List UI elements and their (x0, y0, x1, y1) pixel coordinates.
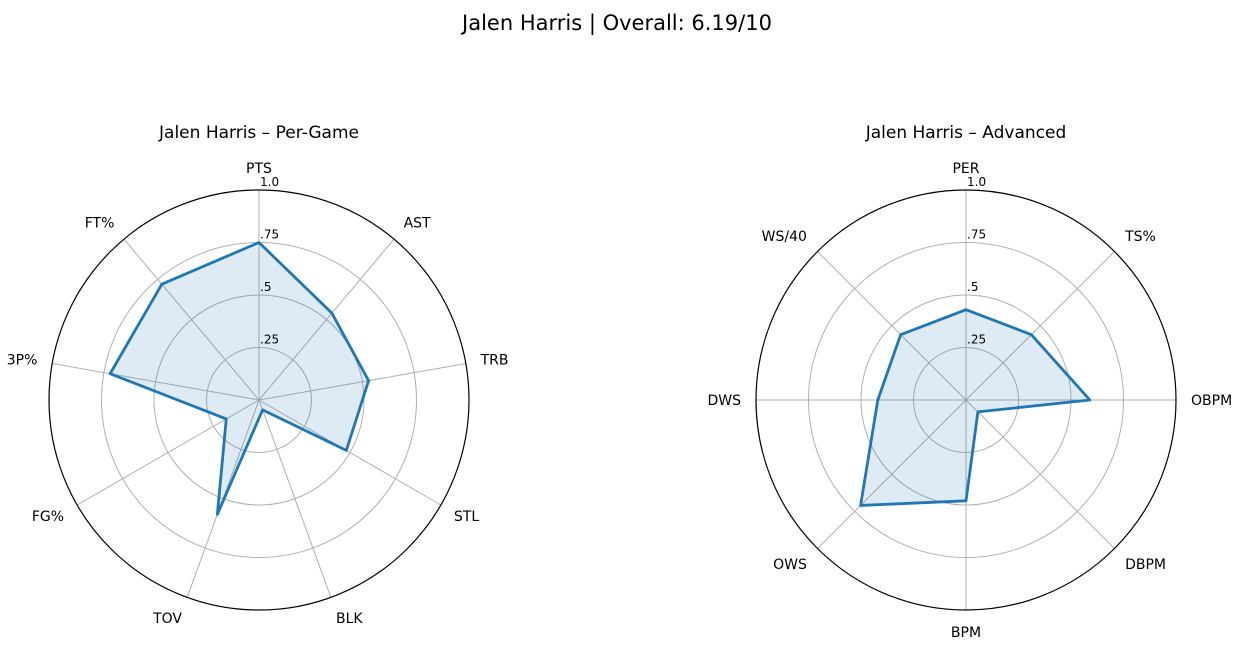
chart-title: Jalen Harris – Advanced (865, 123, 1067, 143)
axis-label-dbpm: DBPM (1125, 557, 1166, 573)
axis-label-ows: OWS (773, 557, 807, 573)
axis-label-ts-: TS% (1124, 229, 1156, 245)
axis-label-ft-: FT% (85, 215, 115, 231)
axis-label-tov: TOV (152, 611, 182, 627)
radial-tick-label: .5 (260, 280, 271, 294)
axis-label-pts: PTS (246, 161, 272, 177)
axis-label-per: PER (952, 161, 979, 177)
axis-label-ws-40: WS/40 (762, 229, 807, 245)
series-fill (110, 242, 369, 515)
spoke-gridline (817, 251, 967, 401)
figure-suptitle: Jalen Harris | Overall: 6.19/10 (460, 11, 772, 36)
radial-tick-label: .25 (260, 333, 279, 347)
radial-tick-label: .25 (967, 333, 986, 347)
radial-tick-label: 1.0 (967, 175, 986, 189)
axis-label-3p-: 3P% (7, 353, 38, 369)
spoke-gridline (76, 399, 260, 506)
axis-label-bpm: BPM (951, 625, 981, 641)
spoke-gridline (123, 238, 260, 401)
axis-label-dws: DWS (707, 393, 741, 409)
spoke-gridline (258, 399, 332, 598)
polar-frame (755, 189, 1177, 611)
series-fill (860, 309, 1090, 506)
radial-tick-label: .75 (260, 228, 279, 242)
radial-tick-label: .75 (967, 228, 986, 242)
series-line (859, 308, 1092, 507)
series-line (108, 241, 371, 516)
spoke-gridline (258, 363, 466, 401)
spoke-gridline (258, 238, 395, 401)
chart-title: Jalen Harris – Per-Game (158, 123, 359, 143)
radial-tick-label: 1.0 (260, 175, 279, 189)
axis-label-ast: AST (404, 215, 431, 231)
axis-label-blk: BLK (336, 611, 363, 627)
spoke-gridline (965, 399, 1115, 549)
spoke-gridline (52, 363, 260, 401)
axis-label-trb: TRB (480, 353, 509, 369)
axis-label-obpm: OBPM (1191, 393, 1232, 409)
polar-frame (48, 189, 470, 611)
spoke-gridline (965, 251, 1115, 401)
spoke-gridline (817, 399, 967, 549)
axis-label-stl: STL (454, 509, 479, 525)
axis-label-fg-: FG% (32, 509, 64, 525)
spoke-gridline (258, 399, 442, 506)
radial-tick-label: .5 (967, 280, 978, 294)
